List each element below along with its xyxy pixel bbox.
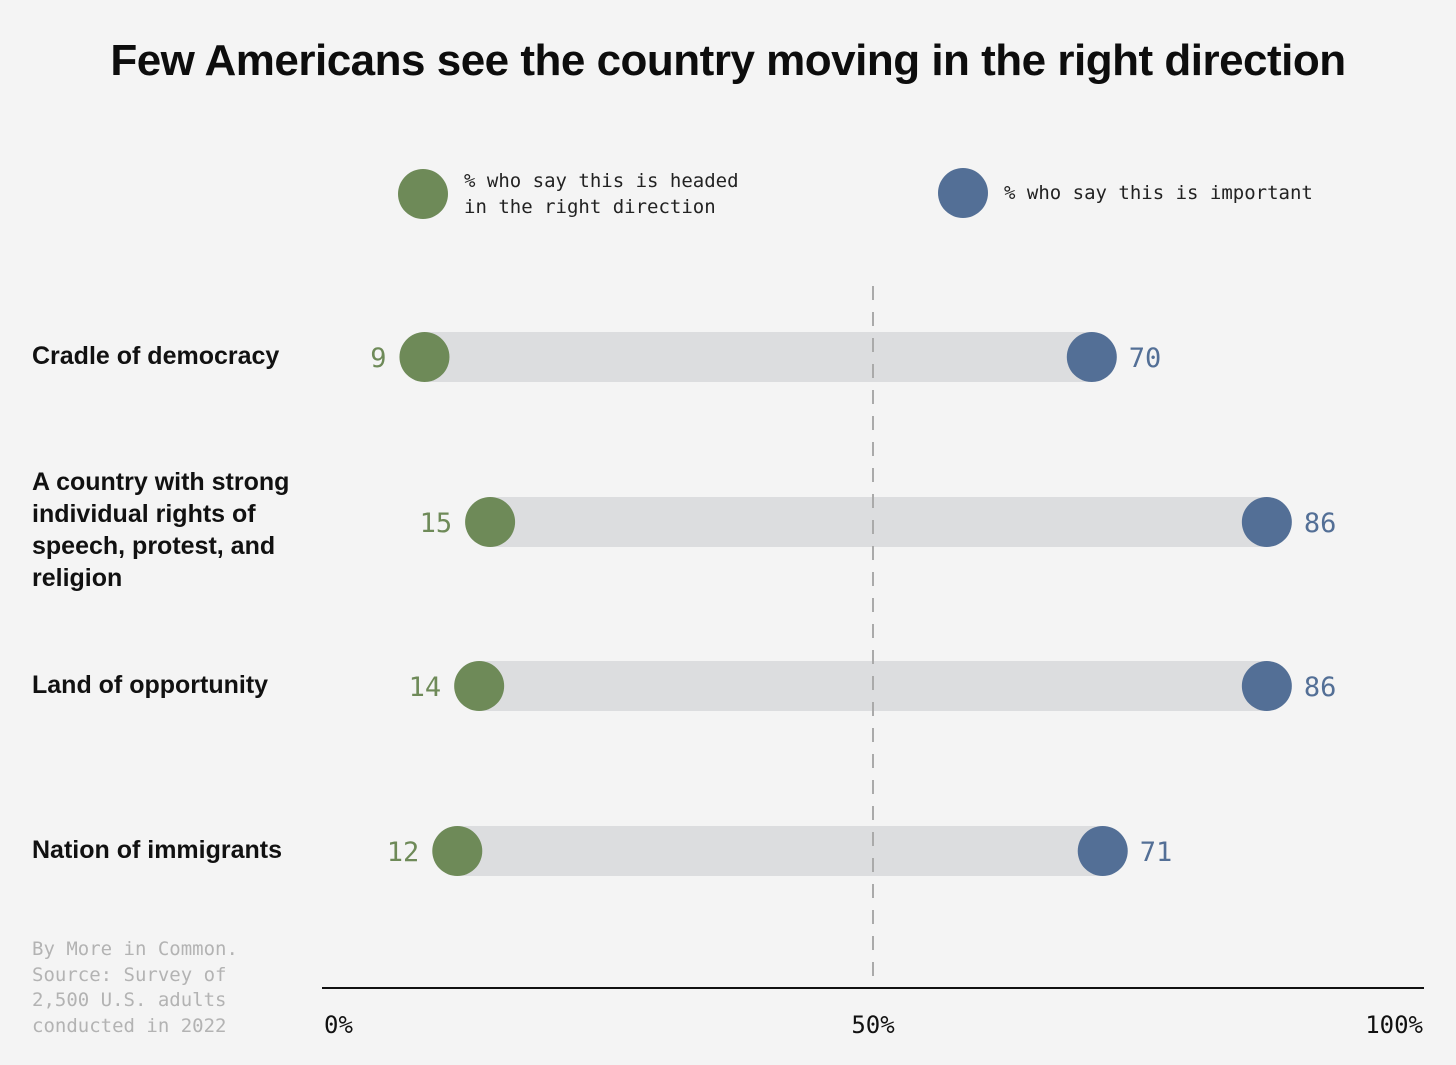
value-label-right-direction-1: 15 (420, 508, 453, 539)
point-right-direction-3 (432, 826, 483, 876)
source-note: By More in Common. Source: Survey of 2,5… (32, 938, 238, 1037)
value-label-right-direction-2: 14 (409, 672, 442, 703)
point-right-direction-2 (454, 661, 505, 711)
point-right-direction-0 (399, 332, 450, 382)
legend-swatch-green (398, 169, 448, 219)
legend-item-right-direction: % who say this is headed in the right di… (398, 168, 739, 220)
value-label-right-direction-0: 9 (370, 343, 386, 374)
x-tick-label-1: 50% (851, 1011, 895, 1039)
point-important-0 (1066, 332, 1117, 382)
value-label-important-1: 86 (1304, 508, 1337, 539)
row-label-individual-rights: A country with strong individual rights … (32, 468, 290, 592)
value-label-important-3: 71 (1140, 837, 1173, 868)
x-tick-label-0: 0% (324, 1011, 353, 1039)
point-right-direction-1 (465, 497, 516, 547)
point-important-2 (1241, 661, 1292, 711)
value-label-important-2: 86 (1304, 672, 1337, 703)
value-label-right-direction-3: 12 (387, 837, 420, 868)
row-label-cradle-of-democracy: Cradle of democracy (32, 342, 280, 370)
chart-title: Few Americans see the country moving in … (110, 36, 1346, 85)
point-important-3 (1077, 826, 1128, 876)
legend-swatch-blue (938, 168, 988, 218)
range-bar-0 (424, 332, 1092, 382)
point-important-1 (1241, 497, 1292, 547)
row-label-nation-of-immigrants: Nation of immigrants (32, 836, 283, 864)
range-bar-3 (457, 826, 1103, 876)
value-label-important-0: 70 (1129, 343, 1162, 374)
row-label-land-of-opportunity: Land of opportunity (32, 671, 269, 699)
legend-label-right-direction: % who say this is headed in the right di… (464, 170, 739, 218)
legend-label-important: % who say this is important (1004, 182, 1313, 204)
x-tick-label-2: 100% (1365, 1011, 1423, 1039)
legend-item-important: % who say this is important (938, 168, 1313, 218)
range-bar-1 (490, 497, 1267, 547)
